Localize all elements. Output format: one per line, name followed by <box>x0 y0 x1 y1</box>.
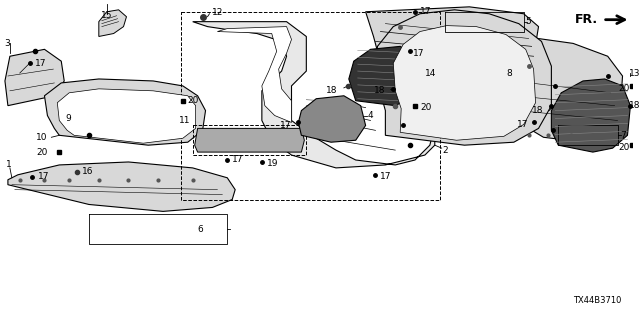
Text: 20: 20 <box>188 96 199 105</box>
Text: 14: 14 <box>425 68 436 77</box>
Text: 2: 2 <box>443 146 448 155</box>
Text: 6: 6 <box>198 225 204 234</box>
Text: 9: 9 <box>65 114 71 123</box>
Text: 8: 8 <box>506 68 511 77</box>
Polygon shape <box>8 162 235 212</box>
Text: 19: 19 <box>267 159 278 168</box>
Polygon shape <box>195 128 305 152</box>
Text: 20: 20 <box>36 148 47 156</box>
Text: 7: 7 <box>621 131 627 140</box>
Polygon shape <box>5 49 64 106</box>
Polygon shape <box>99 10 127 36</box>
Text: 18: 18 <box>326 86 338 95</box>
Text: FR.: FR. <box>575 13 598 26</box>
Text: 13: 13 <box>630 68 640 77</box>
Polygon shape <box>512 36 623 140</box>
Text: 15: 15 <box>101 11 113 20</box>
Text: 17: 17 <box>413 49 424 58</box>
Text: 20: 20 <box>420 103 431 112</box>
Text: 5: 5 <box>525 17 531 26</box>
Text: 16: 16 <box>82 167 93 176</box>
Polygon shape <box>425 49 472 77</box>
Text: 17: 17 <box>35 59 46 68</box>
Text: 17: 17 <box>517 120 529 129</box>
Text: 12: 12 <box>212 8 224 17</box>
Polygon shape <box>349 46 423 106</box>
Polygon shape <box>298 96 365 142</box>
Polygon shape <box>77 101 183 132</box>
Text: 17: 17 <box>38 172 49 181</box>
Polygon shape <box>44 79 205 145</box>
Text: 11: 11 <box>179 116 191 125</box>
Polygon shape <box>193 17 435 168</box>
Text: 20: 20 <box>618 143 630 152</box>
Text: 3: 3 <box>4 39 10 48</box>
Text: 17: 17 <box>420 7 431 16</box>
Text: 10: 10 <box>36 133 47 142</box>
Text: TX44B3710: TX44B3710 <box>573 296 621 305</box>
Text: 17: 17 <box>232 156 244 164</box>
Polygon shape <box>393 26 536 140</box>
Polygon shape <box>365 7 538 83</box>
Text: 1: 1 <box>6 160 12 170</box>
Text: 18: 18 <box>630 101 640 110</box>
Text: 18: 18 <box>532 106 543 115</box>
Polygon shape <box>218 27 291 123</box>
Text: 18: 18 <box>374 86 385 95</box>
Polygon shape <box>376 10 552 145</box>
Text: 4: 4 <box>367 111 373 120</box>
Text: 17: 17 <box>280 121 291 130</box>
Text: 20: 20 <box>618 84 630 93</box>
Polygon shape <box>552 79 630 152</box>
Polygon shape <box>58 89 196 143</box>
Text: 17: 17 <box>380 172 392 181</box>
